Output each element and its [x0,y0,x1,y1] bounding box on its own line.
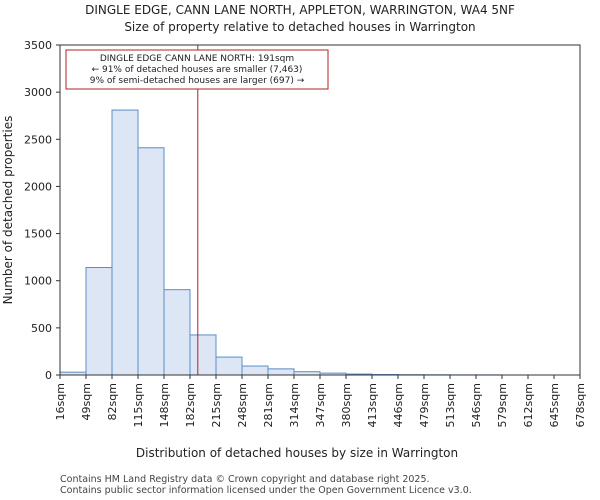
x-tick-label: 49sqm [80,383,93,420]
property-marker: DINGLE EDGE CANN LANE NORTH: 191sqm← 91%… [65,45,329,375]
x-tick-label: 281sqm [262,383,275,427]
y-tick-label: 1500 [24,228,52,241]
x-tick-label: 347sqm [314,383,327,427]
y-axis-label: Number of detached properties [1,116,15,305]
x-tick-label: 182sqm [184,383,197,427]
y-tick-label: 3000 [24,86,52,99]
y-tick-label: 2500 [24,133,52,146]
histogram-bar [215,356,243,376]
y-tick-label: 3500 [24,39,52,52]
bars [59,109,503,376]
x-tick-label: 678sqm [574,383,587,427]
footer-licence: Contains public sector information licen… [60,485,472,496]
histogram-bar [85,267,113,376]
x-tick-label: 579sqm [496,383,509,427]
annotation-line: DINGLE EDGE CANN LANE NORTH: 191sqm [100,54,294,64]
chart-subtitle: Size of property relative to detached ho… [124,20,475,34]
y-tick-label: 1000 [24,275,52,288]
annotation-line: ← 91% of detached houses are smaller (7,… [92,65,303,75]
x-tick-label: 115sqm [132,383,145,427]
histogram-bar [241,365,269,376]
plot-frame [59,44,581,376]
x-tick-label: 148sqm [158,383,171,427]
annotation-box [65,49,329,90]
x-tick-label: 612sqm [522,383,535,427]
y-tick-label: 2000 [24,180,52,193]
histogram-chart: DINGLE EDGE, CANN LANE NORTH, APPLETON, … [1,3,587,460]
x-tick-label: 16sqm [54,383,67,420]
annotation-line: 9% of semi-detached houses are larger (6… [90,76,305,86]
footer-copyright: Contains HM Land Registry data © Crown c… [60,474,430,485]
y-tick-label: 500 [31,322,52,335]
chart-title: DINGLE EDGE, CANN LANE NORTH, APPLETON, … [85,3,515,17]
x-tick-label: 446sqm [392,383,405,427]
histogram-bar [267,368,295,376]
x-tick-label: 248sqm [236,383,249,427]
x-tick-label: 546sqm [470,383,483,427]
x-tick-label: 215sqm [210,383,223,427]
x-tick-label: 413sqm [366,383,379,427]
histogram-bar [163,289,191,376]
x-axis-label: Distribution of detached houses by size … [136,446,458,460]
histogram-bar [189,334,217,376]
y-axis: 0 500 1000 1500 2000 2500 3000 3500 [24,39,60,382]
x-tick-label: 645sqm [548,383,561,427]
x-tick-label: 380sqm [340,383,353,427]
histogram-bar [137,147,165,376]
x-axis: 16sqm 49sqm 82sqm 115sqm 148sqm 182sqm 215sqm 2… [54,375,587,427]
y-tick-label: 0 [45,369,52,382]
x-tick-label: 513sqm [444,383,457,427]
x-tick-label: 314sqm [288,383,301,427]
x-tick-label: 479sqm [418,383,431,427]
histogram-bar [111,109,139,376]
x-tick-label: 82sqm [106,383,119,420]
